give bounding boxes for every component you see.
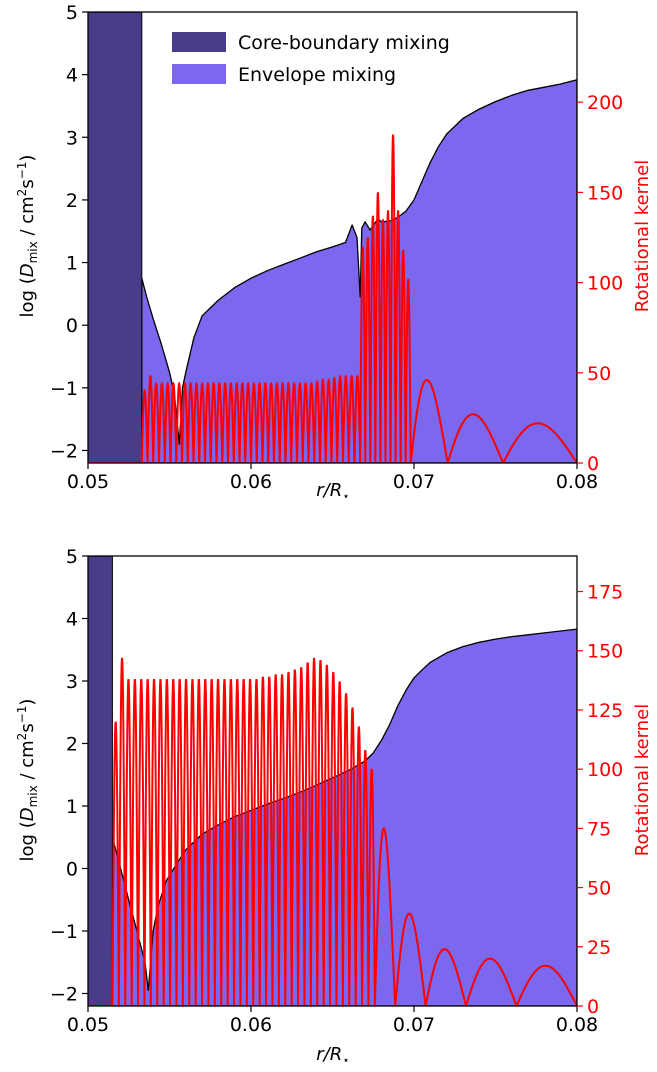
- y2-tick-label: 50: [587, 878, 611, 900]
- axes-frame: [87, 11, 578, 464]
- x-tick-label: 0.06: [230, 1014, 272, 1036]
- x-tick-label: 0.08: [556, 1014, 598, 1036]
- rotational-kernel-line: [88, 657, 577, 1006]
- y2-tick-label: 100: [587, 273, 623, 295]
- y-tick-label: 0: [66, 859, 78, 881]
- x-tick-label: 0.06: [230, 471, 272, 493]
- core-boundary-mixing-area: [88, 12, 143, 463]
- y2-tick-label: 100: [587, 759, 623, 781]
- y2-tick-label: 25: [587, 937, 611, 959]
- x-tick-label: 0.07: [393, 1014, 435, 1036]
- y2-tick-label: 50: [587, 363, 611, 385]
- y-tick-label: 1: [66, 796, 78, 818]
- y2-ticks: 0 25 50 75 100 125 150 175: [577, 582, 623, 1018]
- y-tick-label: 2: [66, 734, 78, 756]
- y-ticks: −2 −1 0 1 2 3 4 5: [50, 2, 88, 462]
- y-tick-label: 3: [66, 671, 78, 693]
- y-tick-label: 4: [66, 65, 78, 87]
- y-tick-label: −2: [50, 440, 78, 462]
- y-tick-label: 5: [66, 546, 78, 568]
- y-tick-label: −1: [50, 378, 78, 400]
- y2-tick-label: 0: [587, 453, 599, 475]
- top-panel: 0.05 0.06 0.07 0.08 −2 −1 0 1 2 3 4 5 0 50 100 150 200…: [15, 2, 653, 503]
- x-tick-label: 0.08: [556, 471, 598, 493]
- x-ticks: 0.05 0.06 0.07 0.08: [67, 463, 598, 493]
- y2-tick-label: 175: [587, 582, 623, 604]
- x-tick-label: 0.07: [393, 471, 435, 493]
- y-tick-label: 4: [66, 609, 78, 631]
- y2-tick-label: 125: [587, 700, 623, 722]
- y2-tick-label: 150: [587, 641, 623, 663]
- bottom-panel: 0.05 0.06 0.07 0.08 −2 −1 0 1 2 3 4 5 0 25 50 75 100 12…: [15, 546, 653, 1067]
- x-axis-label: r/R⋆: [316, 480, 350, 503]
- y-tick-label: 1: [66, 253, 78, 275]
- y-ticks: −2 −1 0 1 2 3 4 5: [50, 546, 88, 1006]
- y-axis-label: log (Dmix / cm2s−1): [15, 699, 40, 862]
- y2-ticks: 0 50 100 150 200: [577, 92, 623, 475]
- y-tick-label: −2: [50, 984, 78, 1006]
- legend: Core-boundary mixing Envelope mixing: [172, 32, 450, 86]
- legend-label-core: Core-boundary mixing: [238, 32, 450, 54]
- core-boundary-mixing-area: [88, 556, 113, 1006]
- y2-axis-label: Rotational kernel: [632, 704, 653, 856]
- y2-tick-label: 150: [587, 182, 623, 204]
- x-ticks: 0.05 0.06 0.07 0.08: [67, 1006, 598, 1036]
- y-tick-label: 0: [66, 315, 78, 337]
- y-tick-label: −1: [50, 921, 78, 943]
- legend-swatch-envelope: [172, 64, 226, 84]
- y-tick-label: 2: [66, 190, 78, 212]
- y-tick-label: 3: [66, 127, 78, 149]
- y2-axis-label: Rotational kernel: [632, 160, 653, 312]
- legend-swatch-core: [172, 32, 226, 52]
- y2-tick-label: 75: [587, 818, 611, 840]
- rotational-kernel-line: [88, 134, 577, 463]
- y-tick-label: 5: [66, 2, 78, 24]
- legend-label-envelope: Envelope mixing: [238, 64, 396, 86]
- axes-frame: [87, 555, 578, 1007]
- x-axis-label: r/R⋆: [316, 1044, 350, 1067]
- x-tick-label: 0.05: [67, 1014, 109, 1036]
- y2-tick-label: 0: [587, 996, 599, 1018]
- x-tick-label: 0.05: [67, 471, 109, 493]
- y2-tick-label: 200: [587, 92, 623, 114]
- y-axis-label: log (Dmix / cm2s−1): [15, 155, 40, 318]
